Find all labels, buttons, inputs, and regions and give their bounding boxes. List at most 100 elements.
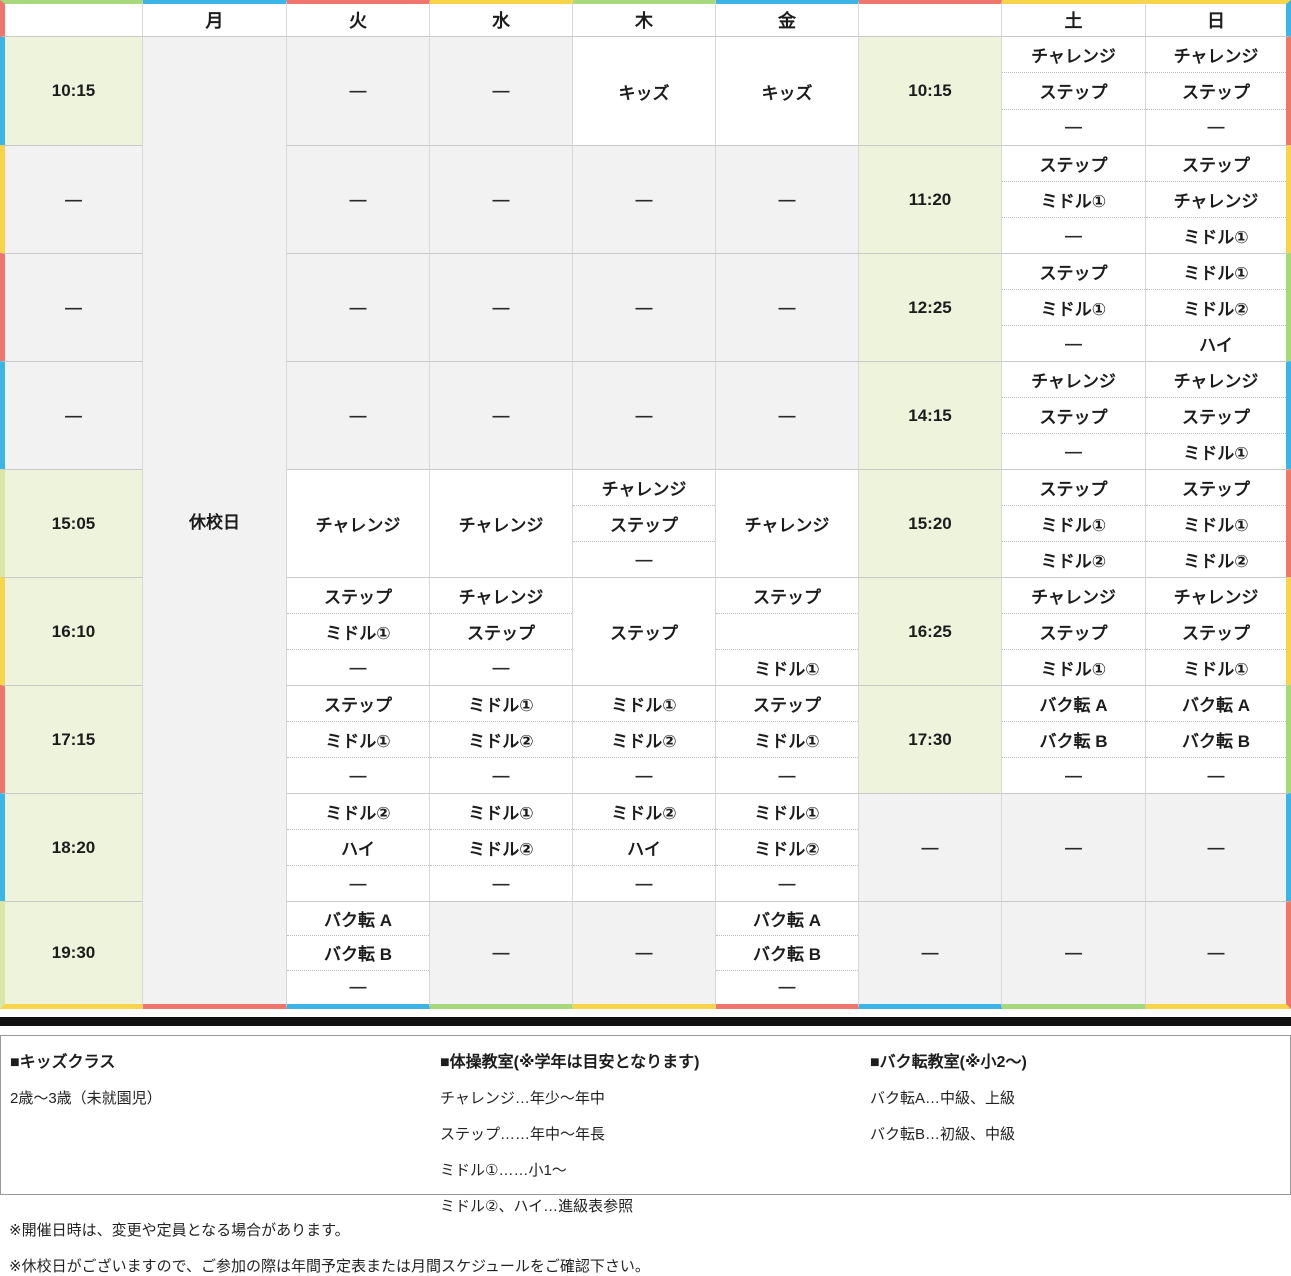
empty-dash: — <box>349 81 367 100</box>
empty-dash: — <box>1146 108 1286 145</box>
schedule-cell-wed-row3: — <box>430 253 573 361</box>
note-line: ※開催日時は、変更や定員となる場合があります。 <box>9 1222 350 1239</box>
empty-dash: — <box>573 865 715 901</box>
class-label: ステップ <box>1146 613 1286 649</box>
schedule-cell-sun-row8: — <box>1146 793 1291 901</box>
schedule-cell-thu-row5: チャレンジ ステップ — <box>573 469 716 577</box>
time-label: 15:20 <box>908 513 952 533</box>
schedule-cell-sun-row9: — <box>1146 901 1291 1009</box>
closed-day-cell-mon: 休校日 <box>143 37 287 1009</box>
class-label: ハイ <box>1146 325 1286 361</box>
time-cell-time_r-row4: 14:15 <box>859 361 1002 469</box>
time-label: 12:25 <box>908 297 952 317</box>
legend-kids-class: ■キッズクラス 2歳〜3歳（未就園児） <box>1 1042 431 1194</box>
time-label: 10:15 <box>51 81 96 100</box>
class-label: バク転 A <box>1182 696 1250 715</box>
class-label: キッズ <box>618 83 670 103</box>
empty-dash: — <box>921 837 939 857</box>
schedule-cell-sat-row1: チャレンジ ステップ — <box>1002 37 1146 145</box>
class-label: バク転 B <box>1146 721 1286 757</box>
class-label: ミドル① <box>1002 649 1145 685</box>
empty-dash: — <box>349 189 367 209</box>
class-label: ステップ <box>753 588 821 607</box>
schedule-cell-sun-row7: バク転 A バク転 B — <box>1146 685 1291 793</box>
legend-kids-title: ■キッズクラス <box>10 1054 116 1071</box>
time-cell-time_l-row8: 18:20 <box>0 793 143 901</box>
schedule-cell-wed-row8: ミドル① ミドル② — <box>430 793 573 901</box>
class-label: ミドル① <box>287 721 429 757</box>
empty-dash: — <box>65 405 82 425</box>
time-label: 18:20 <box>51 837 96 857</box>
class-label: ミドル② <box>716 829 858 865</box>
empty-dash: — <box>635 189 653 209</box>
time-label: 14:15 <box>908 405 952 425</box>
class-label: ミドル① <box>611 696 677 715</box>
class-label: ステップ <box>430 613 572 649</box>
schedule-cell-sat-row5: ステップ ミドル① ミドル② <box>1002 469 1146 577</box>
day-header-tue: 火 <box>287 0 430 37</box>
schedule-cell-tue-row7: ステップミドル① — <box>287 685 430 793</box>
schedule-cell-sun-row3: ミドル① ミドル② ハイ <box>1146 253 1291 361</box>
legend-backflip-item: バク転B…初級、中級 <box>870 1126 1016 1143</box>
schedule-cell-wed-row2: — <box>430 145 573 253</box>
divider-bar <box>0 1017 1291 1026</box>
legend-gym-item: ミドル①……小1〜 <box>440 1162 567 1179</box>
time-cell-time_l-row7: 17:15 <box>0 685 143 793</box>
legend-kids-item: 2歳〜3歳（未就園児） <box>10 1090 162 1107</box>
schedule-cell-fri-row3: — <box>716 253 859 361</box>
schedule-cell-tue-row5: チャレンジ <box>287 469 430 577</box>
time-cell-time_r-row9: — <box>859 901 1002 1009</box>
empty-dash: — <box>716 757 858 793</box>
schedule-cell-tue-row3: — <box>287 253 430 361</box>
empty-dash: — <box>778 189 796 209</box>
class-label: バク転 B <box>716 935 858 969</box>
class-label: バク転 A <box>753 911 821 931</box>
schedule-cell-tue-row8: ミドル② ハイ — <box>287 793 430 901</box>
empty-dash: — <box>65 297 82 317</box>
class-label: ステップ <box>1182 156 1250 175</box>
empty-slot <box>716 613 858 649</box>
empty-dash: — <box>1002 757 1145 793</box>
empty-dash: — <box>778 405 796 425</box>
class-label: ミドル② <box>573 721 715 757</box>
class-label: ステップ <box>1182 480 1250 499</box>
legend-gym-title: ■体操教室(※学年は目安となります) <box>440 1054 700 1071</box>
class-label: ハイ <box>573 829 715 865</box>
class-label: ミドル① <box>1002 505 1145 541</box>
note-line: ※休校日がございますので、ご参加の際は年間予定表または月間スケジュールをご確認下… <box>9 1258 650 1275</box>
schedule-cell-wed-row4: — <box>430 361 573 469</box>
schedule-cell-thu-row1: キッズ <box>573 37 716 145</box>
schedule-cell-sun-row5: ステップ ミドル① ミドル② <box>1146 469 1291 577</box>
time-cell-time_l-row4: — <box>0 361 143 469</box>
time-label: 19:30 <box>51 943 96 962</box>
schedule-cell-wed-row1: — <box>430 37 573 145</box>
class-label: ステップ <box>1002 613 1145 649</box>
class-label: ステップ <box>324 696 392 715</box>
empty-dash: — <box>287 757 429 793</box>
legend-backflip-class: ■バク転教室(※小2〜) バク転A…中級、上級 バク転B…初級、中級 <box>861 1042 1290 1194</box>
empty-dash: — <box>349 405 367 425</box>
empty-dash: — <box>287 649 429 685</box>
class-label: チャレンジ <box>744 516 830 535</box>
empty-dash: — <box>349 297 367 317</box>
schedule-cell-wed-row7: ミドル① ミドル② — <box>430 685 573 793</box>
empty-dash: — <box>1002 108 1145 145</box>
legend-gym-item: チャレンジ…年少〜年中 <box>440 1090 605 1107</box>
schedule-cell-wed-row6: チャレンジ ステップ — <box>430 577 573 685</box>
class-label: ミドル② <box>1146 541 1286 577</box>
schedule-cell-fri-row6: ステップ ミドル① <box>716 577 859 685</box>
schedule-cell-thu-row3: — <box>573 253 716 361</box>
class-label: ミドル② <box>1002 541 1145 577</box>
schedule-cell-fri-row1: キッズ <box>716 37 859 145</box>
empty-dash: — <box>1002 217 1145 253</box>
class-label: ステップ <box>1039 156 1108 175</box>
empty-dash: — <box>492 297 510 317</box>
time-cell-time_l-row9: 19:30 <box>0 901 143 1009</box>
time-cell-time_r-row8: — <box>859 793 1002 901</box>
class-label: ミドル② <box>325 804 391 823</box>
time-cell-time_r-row2: 11:20 <box>859 145 1002 253</box>
schedule-cell-thu-row4: — <box>573 361 716 469</box>
schedule-cell-fri-row2: — <box>716 145 859 253</box>
class-label: ミドル② <box>430 829 572 865</box>
class-label: ミドル② <box>1146 289 1286 325</box>
